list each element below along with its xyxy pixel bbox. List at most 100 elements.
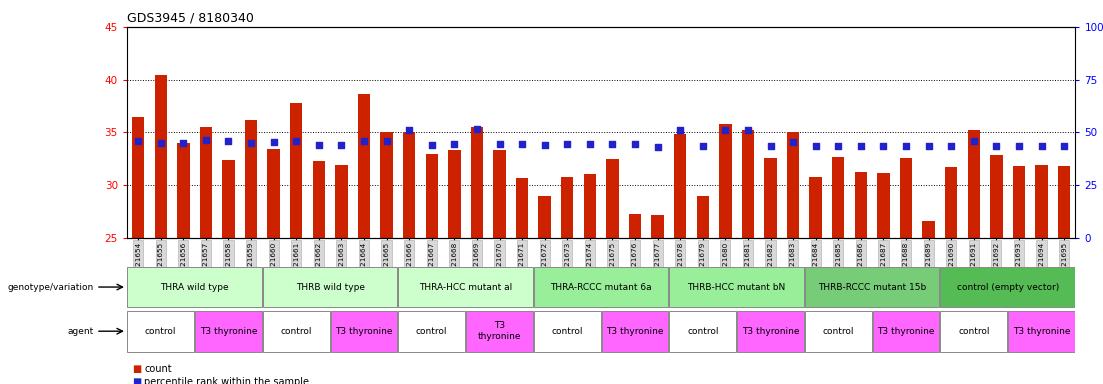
Text: control: control — [823, 327, 854, 336]
Bar — [922, 221, 935, 238]
Point — [1032, 143, 1050, 149]
Bar — [471, 127, 483, 238]
Bar — [674, 134, 686, 238]
Text: T3
thyronine: T3 thyronine — [478, 321, 522, 341]
Point — [174, 140, 192, 146]
Text: genotype/variation: genotype/variation — [8, 283, 94, 291]
Bar — [398, 311, 465, 351]
Point — [875, 143, 892, 149]
Point — [243, 140, 260, 146]
Bar — [941, 267, 1075, 307]
Point — [829, 143, 847, 149]
Bar — [805, 267, 940, 307]
Text: control (empty vector): control (empty vector) — [956, 283, 1059, 291]
Point — [672, 127, 689, 133]
Point — [400, 127, 418, 133]
Bar — [467, 311, 533, 351]
Text: T3 thyronine: T3 thyronine — [1013, 327, 1070, 336]
Bar — [737, 311, 804, 351]
Point — [377, 138, 395, 144]
Bar — [670, 311, 736, 351]
Point — [649, 144, 666, 150]
Point — [219, 138, 237, 144]
Text: control: control — [144, 327, 176, 336]
Bar — [877, 173, 890, 238]
Point — [536, 142, 554, 148]
Point — [920, 143, 938, 149]
Point — [265, 139, 282, 145]
Text: control: control — [552, 327, 583, 336]
Bar — [245, 120, 257, 238]
Bar — [741, 130, 754, 238]
Text: ■: ■ — [132, 364, 141, 374]
Bar — [127, 311, 194, 351]
Bar — [534, 311, 601, 351]
Text: THRA-RCCC mutant 6a: THRA-RCCC mutant 6a — [550, 283, 652, 291]
Bar — [990, 155, 1003, 238]
Bar — [945, 167, 957, 238]
Point — [942, 143, 960, 149]
Point — [603, 141, 621, 147]
Text: THRA-HCC mutant al: THRA-HCC mutant al — [419, 283, 512, 291]
Bar — [941, 311, 1007, 351]
Bar — [132, 117, 144, 238]
Bar — [805, 311, 871, 351]
Point — [1056, 143, 1073, 149]
Point — [491, 141, 508, 147]
Point — [807, 143, 825, 149]
Bar — [426, 154, 438, 238]
Bar — [263, 267, 397, 307]
Text: count: count — [144, 364, 172, 374]
Bar — [200, 127, 212, 238]
Point — [558, 141, 576, 147]
Text: THRA wild type: THRA wild type — [160, 283, 229, 291]
Bar — [1036, 165, 1048, 238]
Bar — [290, 103, 302, 238]
Bar — [561, 177, 574, 238]
Point — [513, 141, 531, 147]
Bar — [670, 267, 804, 307]
Point — [129, 138, 147, 144]
Bar — [786, 132, 800, 238]
Point — [987, 143, 1005, 149]
Text: control: control — [959, 327, 989, 336]
Text: THRB-RCCC mutant 15b: THRB-RCCC mutant 15b — [818, 283, 927, 291]
Bar — [335, 165, 347, 238]
Bar — [223, 160, 235, 238]
Bar — [1008, 311, 1075, 351]
Point — [965, 138, 983, 144]
Text: agent: agent — [67, 327, 94, 336]
Point — [694, 143, 711, 149]
Point — [1010, 143, 1028, 149]
Bar — [534, 267, 668, 307]
Bar — [900, 158, 912, 238]
Point — [446, 141, 463, 147]
Text: THRB-HCC mutant bN: THRB-HCC mutant bN — [687, 283, 785, 291]
Bar — [719, 124, 731, 238]
Point — [762, 143, 780, 149]
Bar — [403, 132, 416, 238]
Bar — [331, 311, 397, 351]
Text: ■: ■ — [132, 377, 141, 384]
Bar — [357, 94, 371, 238]
Bar — [127, 267, 261, 307]
Text: T3 thyronine: T3 thyronine — [607, 327, 664, 336]
Point — [355, 138, 373, 144]
Bar — [697, 196, 709, 238]
Point — [784, 139, 802, 145]
Point — [288, 138, 306, 144]
Point — [197, 137, 215, 143]
Bar — [967, 130, 979, 238]
Bar — [312, 161, 325, 238]
Bar — [1013, 166, 1025, 238]
Point — [468, 126, 485, 132]
Bar — [764, 158, 777, 238]
Text: GDS3945 / 8180340: GDS3945 / 8180340 — [127, 11, 254, 24]
Bar — [398, 267, 533, 307]
Point — [422, 142, 440, 148]
Bar — [195, 311, 261, 351]
Bar — [154, 76, 167, 238]
Text: T3 thyronine: T3 thyronine — [877, 327, 934, 336]
Text: T3 thyronine: T3 thyronine — [742, 327, 800, 336]
Bar — [832, 157, 845, 238]
